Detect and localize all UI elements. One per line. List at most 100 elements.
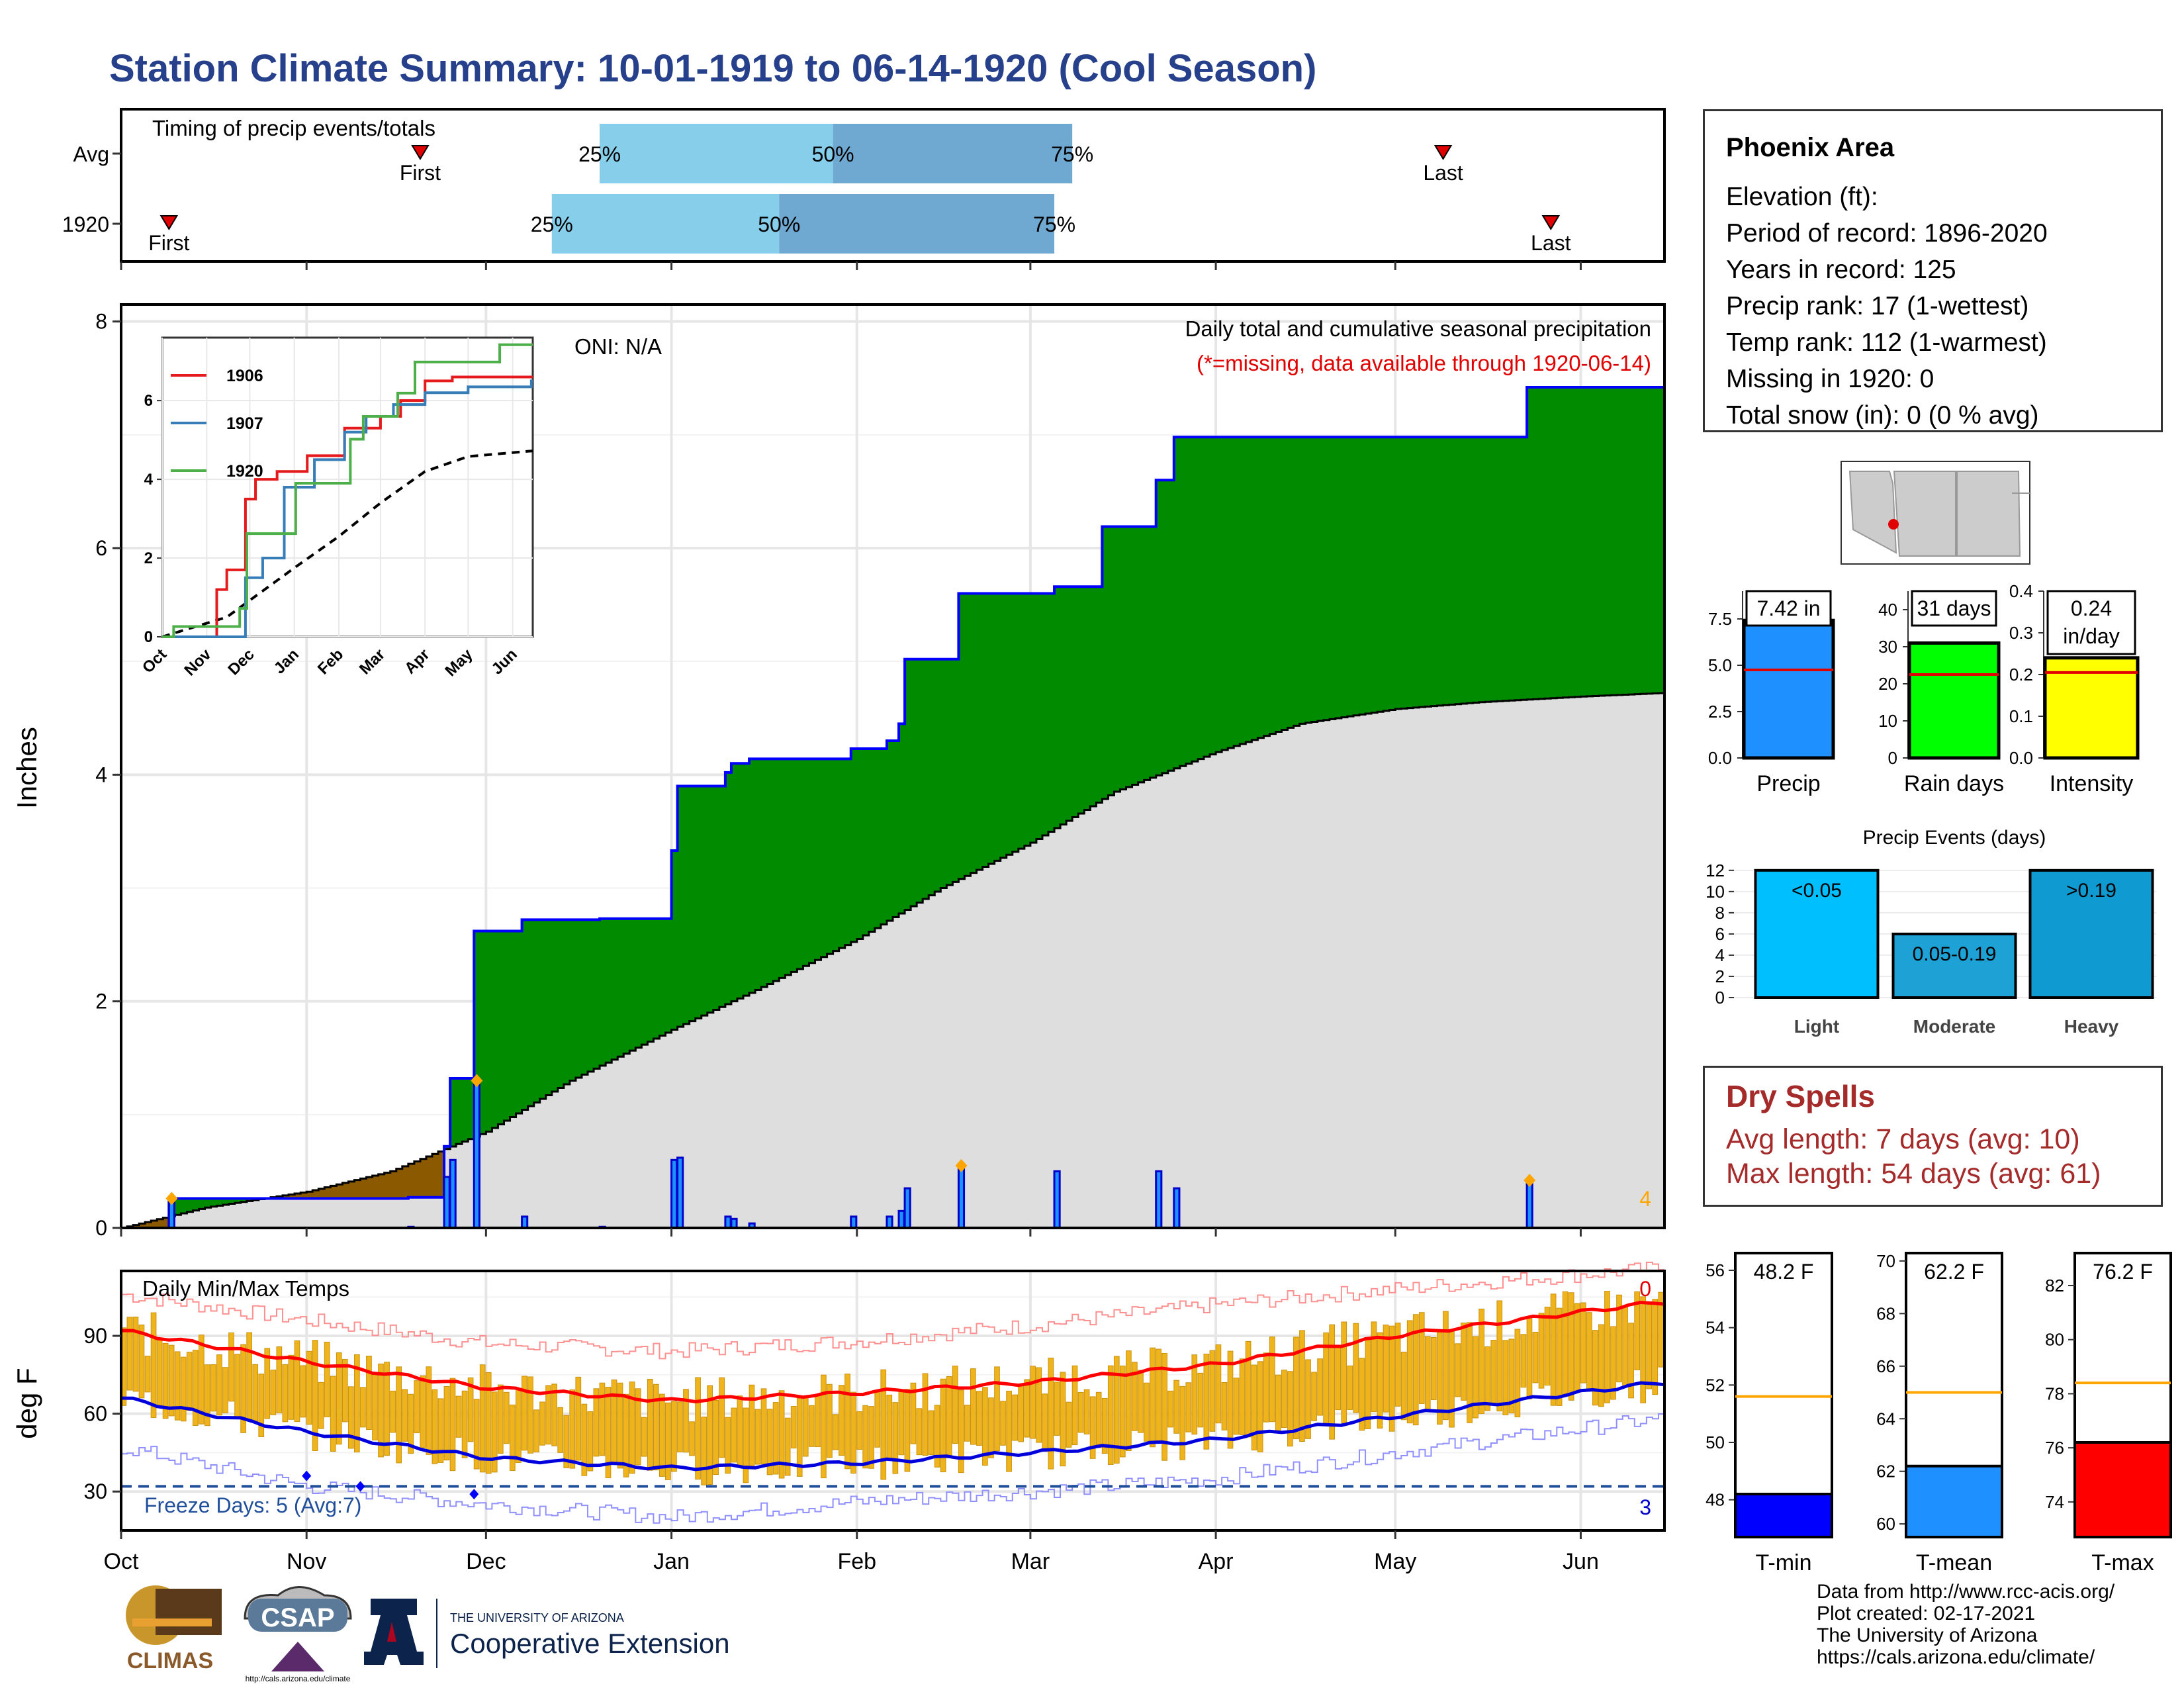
daily-temp-bar <box>1640 1296 1647 1403</box>
daily-temp-bar <box>162 1342 169 1419</box>
daily-temp-bar <box>1191 1354 1198 1435</box>
inset-y-tick-label: 4 <box>144 471 154 489</box>
daily-temp-bar <box>378 1363 384 1458</box>
daily-temp-bar <box>1024 1379 1030 1438</box>
daily-temp-bar <box>150 1312 157 1418</box>
daily-temp-bar <box>784 1417 791 1476</box>
daily-temp-bar <box>1467 1322 1473 1423</box>
daily-temp-bar <box>1371 1321 1377 1413</box>
daily-temp-bar <box>1424 1336 1431 1412</box>
event-category-label: Moderate <box>1913 1016 1995 1037</box>
average-cumulative-area <box>121 693 1664 1228</box>
daily-temp-bar <box>312 1340 318 1452</box>
daily-temp-bar <box>581 1403 588 1476</box>
daily-temp-bar <box>336 1352 342 1445</box>
daily-temp-bar <box>1126 1350 1132 1452</box>
daily-temp-bar <box>1227 1350 1234 1449</box>
daily-temp-bar <box>199 1335 205 1425</box>
daily-temp-bar <box>1030 1366 1036 1439</box>
x-tick-label: Jun <box>1563 1549 1599 1574</box>
daily-precip-bar <box>1525 1179 1533 1229</box>
daily-temp-bar <box>1233 1378 1240 1435</box>
daily-temp-bar <box>1185 1382 1192 1432</box>
daily-temp-bar <box>563 1415 570 1468</box>
timing-bar-lower <box>600 124 833 183</box>
timing-p50-label: 50% <box>812 142 854 166</box>
station-info-line: Elevation (ft): <box>1726 183 1878 211</box>
events-tick-label: 0 <box>1715 988 1725 1008</box>
mini-bar-tick-label: 2.5 <box>1708 702 1732 722</box>
temp-bar-tick-label: 60 <box>1876 1514 1895 1534</box>
timing-p75-label: 75% <box>1033 212 1075 236</box>
daily-temp-bar <box>330 1376 336 1452</box>
daily-temp-bar <box>1089 1396 1096 1459</box>
daily-temp-bar <box>372 1372 378 1440</box>
svg-text:THE UNIVERSITY OF ARIZONA: THE UNIVERSITY OF ARIZONA <box>450 1611 624 1624</box>
x-tick-label: Oct <box>104 1549 139 1574</box>
events-tick-label: 10 <box>1706 882 1725 902</box>
daily-temp-bar <box>1281 1370 1287 1428</box>
daily-temp-bar <box>1628 1323 1634 1399</box>
y-tick-label: 30 <box>83 1479 107 1503</box>
mini-bar-tick-label: 0.3 <box>2009 623 2033 643</box>
daily-temp-bar <box>240 1344 246 1433</box>
daily-temp-bar <box>1538 1313 1545 1389</box>
temp-bar <box>2073 1441 2172 1538</box>
daily-temp-bar <box>994 1366 1000 1452</box>
timing-row-label: 1920 <box>62 212 109 236</box>
daily-temp-bar <box>341 1358 348 1423</box>
events-tick-label: 12 <box>1706 861 1725 880</box>
daily-temp-bar <box>958 1389 964 1474</box>
daily-temp-bar <box>850 1391 856 1474</box>
max-event-marker <box>165 1192 178 1205</box>
x-tick-label: May <box>1374 1549 1416 1574</box>
temp-bar-tick-label: 78 <box>2045 1383 2064 1403</box>
mini-bar-tick-label: 5.0 <box>1708 655 1732 675</box>
daily-temp-bar <box>683 1389 689 1453</box>
daily-temp-bar <box>659 1393 665 1477</box>
daily-precip-bar <box>957 1164 966 1229</box>
daily-temp-bar <box>1520 1334 1527 1388</box>
daily-temp-bar <box>533 1409 539 1453</box>
daily-temp-bar <box>522 1376 527 1451</box>
daily-temp-bar <box>443 1385 450 1461</box>
missing-count: 4 <box>1639 1187 1651 1211</box>
daily-temp-bar <box>485 1372 492 1474</box>
temp-panel-label: Daily Min/Max Temps <box>142 1276 349 1301</box>
event-bar <box>1754 868 1880 1000</box>
month-x-axis: Oct Nov Dec Jan Feb Mar Apr May Jun <box>104 1228 1599 1574</box>
daily-temp-bar <box>1077 1391 1084 1433</box>
daily-temp-bar <box>778 1390 785 1479</box>
daily-temp-bar <box>1006 1390 1012 1472</box>
inset-y-tick-label: 6 <box>144 392 153 410</box>
daily-temp-bar <box>1150 1347 1156 1448</box>
inset-legend-label: 1920 <box>226 462 263 481</box>
mini-bar-label: Rain days <box>1904 771 2004 796</box>
daily-temp-bar <box>689 1421 695 1456</box>
daily-temp-bar <box>707 1385 713 1485</box>
daily-temp-bar <box>479 1364 486 1473</box>
daily-temp-bar <box>252 1364 259 1423</box>
daily-temp-bar <box>922 1373 929 1456</box>
event-range-label: <0.05 <box>1792 880 1842 902</box>
daily-temp-bar <box>623 1393 629 1477</box>
mini-bar-value: 31 days <box>1917 596 1991 620</box>
temp-bar-tick-label: 56 <box>1706 1260 1725 1280</box>
daily-temp-bar <box>324 1341 330 1417</box>
daily-temp-bar <box>527 1376 533 1454</box>
record-low-count: 3 <box>1639 1495 1651 1519</box>
events-title: Precip Events (days) <box>1863 827 2046 849</box>
mini-bar-tick-label: 0.2 <box>2009 665 2033 684</box>
mini-bar-value-box <box>1745 590 1832 627</box>
daily-temp-bar <box>1257 1361 1263 1452</box>
timing-bar-upper <box>833 124 1073 183</box>
daily-temp-bar <box>503 1391 510 1444</box>
daily-temp-bar <box>790 1406 797 1449</box>
y-tick-label: 8 <box>95 310 107 334</box>
credit-line: Plot created: 02-17-2021 <box>1817 1603 2036 1624</box>
daily-temp-bar <box>1598 1324 1604 1407</box>
daily-temp-bar <box>426 1366 432 1455</box>
daily-temp-bar <box>1095 1391 1102 1448</box>
daily-temp-bar <box>126 1317 133 1391</box>
